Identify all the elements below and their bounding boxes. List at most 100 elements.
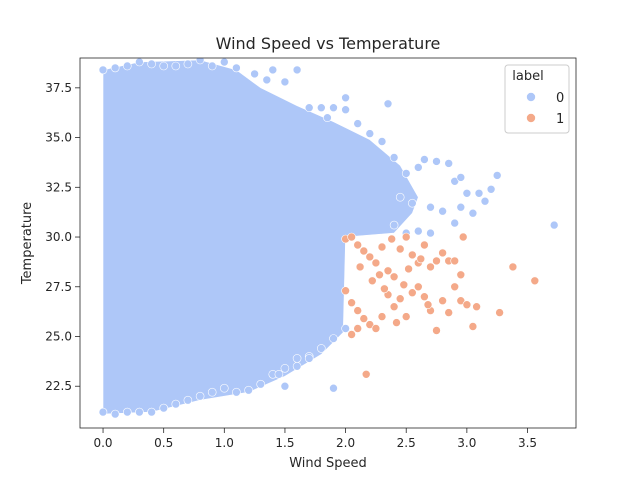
x-tick-label: 3.5 — [518, 436, 537, 450]
data-point-series-1 — [395, 294, 405, 304]
data-point-series-1 — [353, 306, 363, 315]
data-point-series-1 — [416, 254, 426, 264]
data-point-series-1 — [389, 272, 399, 282]
data-point-series-1 — [392, 318, 401, 327]
data-point-series-0 — [341, 324, 350, 333]
data-point-series-0 — [456, 202, 466, 212]
data-point-series-1 — [353, 324, 363, 333]
legend-box — [504, 64, 570, 134]
data-point-series-0 — [395, 192, 405, 202]
data-point-series-1 — [347, 330, 356, 339]
dense-point-region — [102, 59, 419, 415]
data-point-series-0 — [549, 220, 559, 230]
data-point-series-0 — [480, 196, 490, 206]
data-point-series-0 — [123, 407, 132, 417]
data-point-series-0 — [383, 99, 393, 109]
plot-area — [98, 58, 559, 419]
data-point-series-1 — [387, 234, 397, 244]
data-point-series-1 — [468, 322, 478, 331]
data-point-series-0 — [183, 395, 193, 405]
data-point-series-0 — [426, 202, 435, 212]
data-point-series-1 — [420, 240, 429, 250]
y-tick-label: 37.5 — [45, 81, 72, 95]
data-point-series-0 — [244, 385, 253, 395]
data-point-series-1 — [359, 314, 369, 323]
data-point-series-1 — [371, 258, 381, 268]
data-point-series-1 — [401, 312, 411, 321]
data-point-series-1 — [432, 326, 441, 335]
data-point-series-0 — [462, 189, 472, 198]
data-point-series-0 — [304, 103, 314, 112]
data-point-series-0 — [110, 409, 120, 419]
data-point-series-0 — [444, 159, 454, 168]
legend-marker-0 — [526, 92, 536, 102]
legend-label-0: 0 — [556, 91, 564, 106]
data-point-series-1 — [444, 308, 454, 317]
data-point-series-0 — [220, 58, 229, 67]
data-point-series-0 — [159, 61, 168, 71]
data-point-series-0 — [292, 354, 302, 363]
data-point-series-0 — [329, 334, 338, 343]
data-point-series-1 — [377, 312, 387, 321]
data-point-series-1 — [432, 256, 441, 266]
data-point-series-0 — [268, 65, 278, 75]
data-point-series-1 — [353, 240, 363, 250]
data-point-series-0 — [159, 403, 168, 413]
data-point-series-0 — [256, 379, 266, 389]
data-point-series-0 — [365, 129, 375, 138]
y-tick-label: 22.5 — [45, 379, 72, 393]
y-tick-label: 32.5 — [45, 180, 72, 194]
x-axis: 0.0 0.5 1.0 1.5 2.0 2.5 3.0 3.5 — [93, 428, 537, 450]
data-point-series-0 — [207, 387, 217, 397]
data-point-series-1 — [423, 300, 433, 310]
x-tick-label: 0.0 — [93, 436, 112, 450]
data-point-series-0 — [341, 105, 350, 114]
data-point-series-0 — [110, 63, 120, 73]
data-point-series-0 — [250, 69, 259, 79]
data-point-series-0 — [147, 407, 156, 417]
data-point-series-1 — [407, 288, 417, 298]
data-point-series-0 — [450, 218, 460, 228]
data-point-series-1 — [401, 232, 411, 242]
data-point-series-0 — [420, 155, 429, 164]
data-point-series-1 — [438, 296, 447, 306]
data-point-series-0 — [323, 113, 332, 122]
data-point-series-1 — [383, 266, 393, 276]
data-point-series-0 — [262, 75, 272, 85]
legend: label 0 1 — [504, 64, 570, 134]
data-point-series-1 — [456, 296, 466, 306]
data-point-series-0 — [304, 354, 314, 363]
dense-point-cloud — [102, 59, 419, 415]
data-point-series-1 — [420, 292, 429, 302]
x-tick-label: 1.0 — [215, 436, 234, 450]
data-point-series-1 — [413, 282, 423, 292]
x-tick-label: 2.0 — [336, 436, 355, 450]
data-point-series-1 — [426, 262, 435, 272]
data-point-series-0 — [147, 59, 156, 69]
data-point-series-1 — [407, 250, 417, 260]
data-point-series-0 — [413, 163, 423, 172]
data-point-series-0 — [450, 177, 460, 186]
y-axis-title: Temperature — [20, 202, 35, 285]
data-point-series-0 — [492, 171, 502, 180]
data-point-series-1 — [347, 298, 356, 308]
data-point-series-0 — [486, 185, 496, 194]
y-tick-label: 35.0 — [45, 131, 72, 145]
data-point-series-0 — [232, 63, 241, 73]
data-point-series-1 — [341, 286, 350, 296]
data-point-series-1 — [367, 276, 377, 286]
data-points — [98, 58, 559, 419]
y-axis: 22.5 25.0 27.5 30.0 32.5 35.0 37.5 — [45, 81, 80, 393]
data-point-series-0 — [123, 61, 132, 71]
data-point-series-0 — [171, 61, 181, 71]
data-point-series-0 — [389, 220, 399, 230]
data-point-series-1 — [462, 300, 472, 310]
plot-frame — [79, 57, 577, 429]
data-point-series-1 — [395, 244, 405, 254]
data-point-series-1 — [438, 248, 447, 258]
data-point-series-1 — [508, 262, 518, 272]
data-point-series-0 — [220, 383, 229, 393]
data-point-series-1 — [365, 320, 375, 329]
data-point-series-1 — [450, 282, 460, 292]
